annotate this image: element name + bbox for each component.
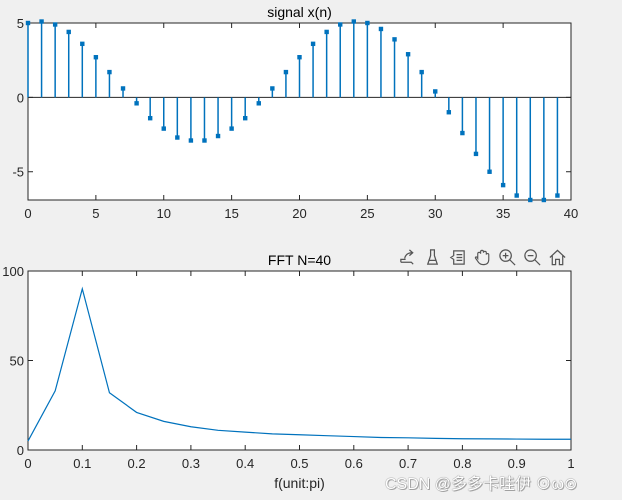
x-tick-label: 0.3 [182, 456, 200, 471]
y-tick-label: 100 [2, 264, 24, 279]
chart-title: FFT N=40 [268, 252, 331, 268]
datatip-icon [449, 249, 465, 265]
axes-box [27, 270, 572, 451]
zoom-in-icon [499, 248, 516, 266]
stem-marker [473, 151, 479, 157]
stem-marker [134, 101, 139, 106]
brush-button[interactable] [421, 246, 444, 269]
stem-marker [161, 126, 166, 131]
restore-view-button[interactable] [546, 246, 569, 269]
x-tick-label: 0.9 [508, 456, 526, 471]
stem-marker [419, 69, 424, 75]
zoom-out-button[interactable] [521, 246, 544, 269]
stem-marker [487, 169, 492, 174]
stem-marker [93, 55, 99, 60]
stem-marker [256, 101, 261, 106]
stem-marker [283, 69, 289, 75]
stem-marker [541, 197, 547, 203]
stem-marker [80, 41, 85, 47]
stem-marker [270, 86, 275, 91]
stem-marker [120, 86, 126, 91]
stem-marker [528, 197, 533, 203]
stem-marker [378, 26, 384, 32]
signal-stem-plot[interactable]: 0 5 10 15 20 25 30 35 40 -5 0 5 signal x(n) [0, 0, 622, 240]
x-axis-label: f(unit:pi) [274, 475, 325, 491]
stem-marker [365, 20, 370, 26]
x-tick-label: 0.6 [345, 456, 363, 471]
x-tick-label: 0 [24, 206, 31, 221]
stem-marker [229, 126, 234, 131]
x-tick-label: 1 [567, 456, 574, 471]
x-tick-label: 20 [292, 206, 306, 221]
stem-marker [25, 20, 31, 26]
y-tick-label: 0 [17, 90, 24, 105]
stem-marker [188, 138, 194, 143]
y-tick-label: 0 [17, 443, 24, 458]
home-icon [549, 249, 566, 265]
axes-box [27, 22, 572, 201]
pan-button[interactable] [471, 246, 494, 269]
stem-marker [175, 135, 180, 140]
axes-toolbar [396, 245, 569, 269]
data-tips-button[interactable] [446, 246, 469, 269]
stem-marker [514, 193, 519, 198]
stem-marker [460, 130, 465, 136]
x-tick-label: 35 [496, 206, 510, 221]
x-tick-label: 40 [564, 206, 578, 221]
stem-marker [297, 55, 302, 60]
stem-marker [52, 22, 58, 27]
export-button[interactable] [396, 246, 419, 269]
stem-marker [107, 69, 112, 75]
stem-marker [433, 89, 438, 94]
x-tick-label: 0.7 [399, 456, 417, 471]
stem-marker [310, 41, 316, 47]
stem-marker [500, 182, 506, 188]
x-tick-label: 0.2 [128, 456, 146, 471]
stem-marker [446, 110, 452, 115]
brush-icon [426, 248, 439, 265]
x-tick-label: 0 [24, 456, 31, 471]
stem-marker [147, 115, 153, 121]
stem-marker [243, 115, 248, 121]
watermark: CSDN @多多卡哇伊 ⊙ω⊙ [385, 476, 578, 493]
x-tick-label: 0.4 [236, 456, 254, 471]
stem-marker [39, 19, 44, 24]
stem-marker [324, 29, 329, 35]
y-tick-label: 5 [17, 16, 24, 31]
x-tick-label: 30 [428, 206, 442, 221]
stem-marker [338, 22, 343, 27]
stem-marker [555, 193, 560, 198]
export-icon [400, 248, 414, 265]
y-tick-label: 50 [10, 354, 24, 369]
x-tick-label: 0.8 [453, 456, 471, 471]
x-tick-label: 0.5 [290, 456, 308, 471]
x-tick-label: 15 [224, 206, 238, 221]
x-tick-label: 0.1 [73, 456, 91, 471]
stem-marker [351, 19, 356, 24]
x-tick-label: 5 [92, 206, 99, 221]
x-tick-label: 25 [360, 206, 374, 221]
stem-marker [405, 52, 411, 57]
fft-line-plot[interactable]: 0 0.1 0.2 0.3 0.4 0.5 0.6 0.7 0.8 0.9 1 0 50 100 FFT N… [0, 240, 622, 500]
stem-marker [392, 37, 397, 42]
x-tick-label: 10 [157, 206, 171, 221]
zoom-out-icon [524, 248, 541, 266]
stem-marker [215, 133, 221, 139]
fft-line [27, 286, 571, 442]
stem-marker [202, 138, 207, 143]
y-tick-label: -5 [12, 165, 24, 180]
zoom-in-button[interactable] [496, 246, 519, 269]
pan-hand-icon [474, 249, 490, 265]
stem-marker [66, 29, 71, 35]
chart-title: signal x(n) [267, 4, 332, 20]
